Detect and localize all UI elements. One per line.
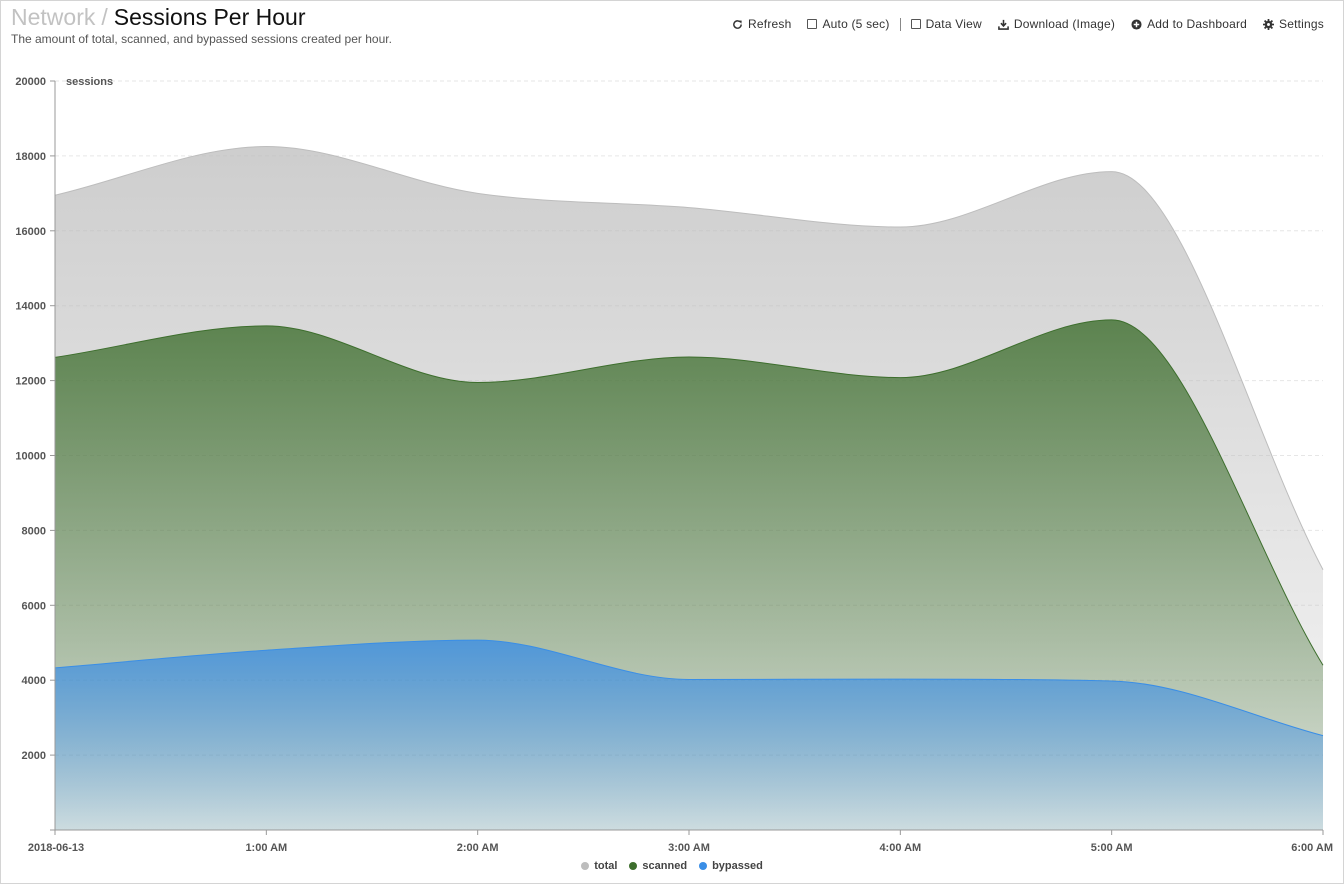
- legend-label: total: [594, 860, 618, 872]
- line-total: [54, 146, 1324, 570]
- toolbar: Refresh Auto (5 sec) Data View Download …: [732, 16, 1324, 32]
- x-tick-label: 4:00 AM: [879, 842, 921, 854]
- y-tick-label: 18000: [15, 151, 46, 163]
- y-tick-label: 10000: [15, 451, 46, 463]
- chart-legend: total scanned bypassed: [0, 860, 1344, 872]
- breadcrumb-separator: /: [101, 4, 108, 30]
- y-tick-label: 12000: [15, 376, 46, 388]
- legend-item-bypassed[interactable]: bypassed: [699, 860, 763, 872]
- y-tick-label: 6000: [22, 600, 46, 612]
- gear-icon: [1263, 18, 1275, 30]
- data-view-toggle[interactable]: Data View: [910, 17, 982, 31]
- add-to-dashboard-button[interactable]: Add to Dashboard: [1131, 17, 1247, 31]
- auto-refresh-checkbox[interactable]: [807, 19, 818, 29]
- x-tick-label: 1:00 AM: [245, 842, 287, 854]
- refresh-icon: [733, 19, 742, 29]
- y-tick-label: 14000: [15, 301, 46, 313]
- legend-swatch: [629, 862, 638, 870]
- add-to-dashboard-label: Add to Dashboard: [1147, 17, 1248, 31]
- page-title: Network / Sessions Per Hour: [11, 3, 306, 31]
- report-title: Sessions Per Hour: [113, 4, 306, 30]
- auto-refresh-toggle[interactable]: Auto (5 sec): [807, 17, 889, 31]
- legend-label: scanned: [642, 860, 688, 872]
- y-tick-label: 2000: [22, 750, 46, 762]
- refresh-button[interactable]: Refresh: [732, 17, 791, 31]
- series-areas: [54, 146, 1324, 831]
- x-tick-label: 6:00 AM: [1291, 842, 1333, 854]
- y-tick-label: 8000: [22, 525, 46, 537]
- axes: 2000 4000 6000 8000 10000 12000 14000 16000 1800…: [15, 76, 1333, 854]
- line-bypassed: [54, 639, 1324, 737]
- data-view-checkbox[interactable]: [910, 19, 921, 29]
- area-bypassed: [55, 640, 1323, 830]
- legend-swatch: [581, 862, 590, 870]
- legend-item-scanned[interactable]: scanned: [629, 860, 687, 872]
- legend-label: bypassed: [712, 860, 763, 872]
- legend-swatch: [699, 862, 708, 870]
- breadcrumb[interactable]: Network: [11, 4, 96, 30]
- x-tick-label: 2018-06-13: [28, 842, 84, 854]
- settings-button[interactable]: Settings: [1263, 17, 1324, 31]
- report-description: The amount of total, scanned, and bypass…: [11, 32, 392, 46]
- y-tick-label: 16000: [15, 226, 46, 238]
- x-tick-label: 5:00 AM: [1091, 842, 1133, 854]
- y-tick-label: 20000: [15, 76, 46, 88]
- download-image-button[interactable]: Download (Image): [997, 17, 1116, 31]
- legend-item-total[interactable]: total: [581, 860, 617, 872]
- toolbar-divider: [899, 17, 901, 31]
- x-tick-label: 3:00 AM: [668, 842, 710, 854]
- x-tick-label: 2:00 AM: [457, 842, 499, 854]
- y-axis-label: sessions: [66, 76, 113, 88]
- refresh-label: Refresh: [748, 17, 792, 31]
- settings-label: Settings: [1279, 17, 1324, 31]
- data-view-label: Data View: [925, 17, 982, 31]
- plus-circle-icon: [1131, 18, 1142, 30]
- line-scanned: [54, 319, 1324, 666]
- y-tick-label: 4000: [22, 675, 46, 687]
- download-icon: [997, 19, 1009, 30]
- download-label: Download (Image): [1013, 17, 1116, 31]
- auto-refresh-label: Auto (5 sec): [822, 17, 890, 31]
